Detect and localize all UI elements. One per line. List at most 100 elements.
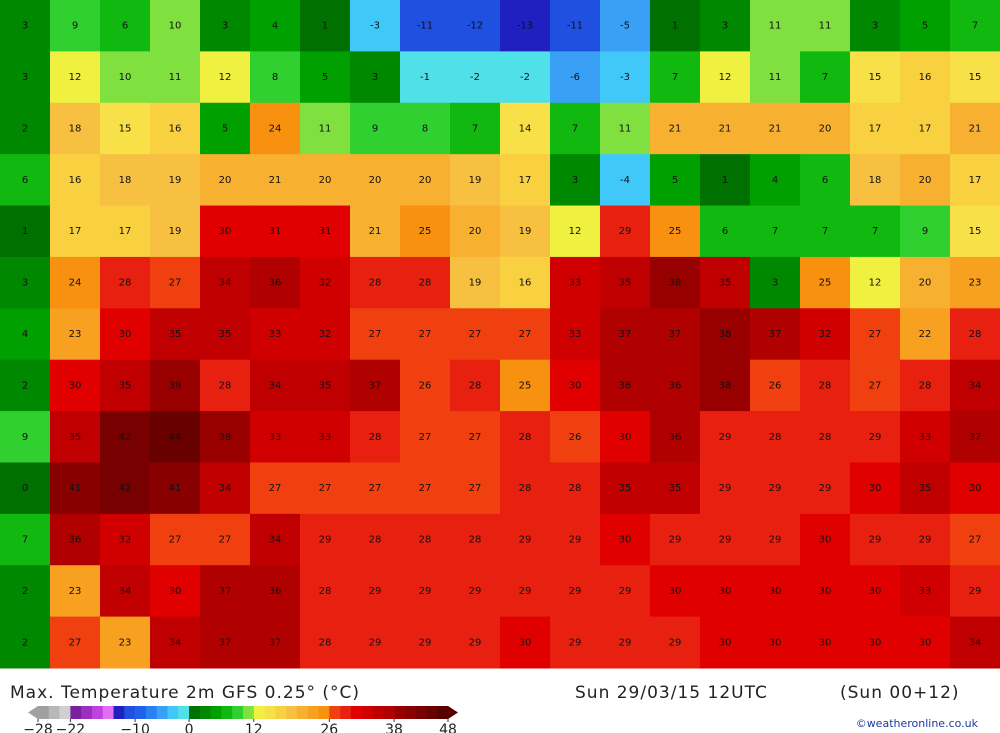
temperature-cell — [550, 51, 601, 104]
temperature-cell — [400, 565, 451, 618]
colorbar-swatch — [70, 706, 82, 719]
temperature-value: 11 — [819, 21, 832, 32]
temperature-cell — [550, 102, 601, 155]
temperature-value: 35 — [719, 278, 732, 289]
temperature-value: 28 — [369, 432, 382, 443]
temperature-value: 21 — [669, 123, 682, 134]
colorbar-swatch — [59, 706, 71, 719]
temperature-cell — [650, 205, 701, 258]
temperature-value: 2 — [22, 123, 28, 134]
temperature-cell — [800, 102, 851, 155]
temperature-value: 29 — [319, 535, 332, 546]
temperature-cell — [250, 308, 301, 361]
temperature-cell — [850, 411, 901, 463]
temperature-value: 18 — [869, 175, 882, 186]
colorbar-swatch — [404, 706, 416, 719]
colorbar-tick-label: 0 — [185, 722, 194, 733]
temperature-cell — [600, 411, 651, 463]
temperature-value: 27 — [69, 637, 82, 648]
temperature-value: 7 — [822, 226, 828, 237]
temperature-value: 6 — [822, 175, 828, 186]
temperature-cell — [850, 51, 901, 104]
temperature-value: 36 — [669, 380, 682, 391]
temperature-value: 3 — [722, 21, 728, 32]
temperature-cell — [900, 616, 951, 669]
colorbar-tick-label: 12 — [245, 722, 263, 733]
temperature-cell — [100, 411, 151, 463]
temperature-cell — [50, 513, 101, 566]
temperature-cell — [750, 359, 801, 412]
colorbar-swatch — [48, 706, 60, 719]
temperature-value: 34 — [969, 637, 982, 648]
temperature-cell — [650, 0, 701, 52]
temperature-cell — [550, 308, 601, 361]
temperature-cell — [100, 616, 151, 669]
temperature-cell — [550, 359, 601, 412]
temperature-cell — [750, 565, 801, 618]
temperature-value: 7 — [822, 72, 828, 83]
temperature-cell — [50, 154, 101, 207]
temperature-cell — [400, 616, 451, 669]
temperature-cell — [500, 565, 551, 618]
temperature-value: -1 — [420, 72, 430, 83]
temperature-value: 2 — [22, 380, 28, 391]
temperature-cell — [650, 565, 701, 618]
temperature-cell — [450, 205, 501, 258]
temperature-value: -11 — [417, 21, 433, 32]
temperature-cell — [950, 616, 1000, 669]
temperature-cell — [300, 154, 351, 207]
colorbar-swatch — [145, 706, 157, 719]
temperature-value: 1 — [22, 226, 28, 237]
temperature-value: 28 — [469, 380, 482, 391]
temperature-cell — [100, 359, 151, 412]
temperature-cell — [850, 205, 901, 258]
temperature-cell — [50, 308, 101, 361]
temperature-value: 23 — [69, 586, 82, 597]
temperature-value: 42 — [119, 483, 132, 494]
colorbar-swatch — [221, 706, 233, 719]
temperature-cell — [200, 513, 251, 566]
temperature-value: 30 — [669, 586, 682, 597]
temperature-value: 3 — [222, 21, 228, 32]
temperature-cell — [550, 513, 601, 566]
temperature-cell — [950, 102, 1000, 155]
temperature-value: 36 — [669, 432, 682, 443]
temperature-value: 28 — [319, 637, 332, 648]
temperature-cell — [500, 411, 551, 463]
temperature-cell — [750, 462, 801, 515]
temperature-value: 17 — [519, 175, 532, 186]
temperature-value: 6 — [22, 175, 28, 186]
temperature-cell — [350, 308, 401, 361]
temperature-cell — [200, 154, 251, 207]
temperature-cell — [50, 616, 101, 669]
temperature-value: 23 — [69, 329, 82, 340]
temperature-cell — [0, 154, 51, 207]
temperature-cell — [50, 0, 101, 52]
temperature-cell — [200, 205, 251, 258]
temperature-cell — [900, 513, 951, 566]
temperature-value: 30 — [869, 637, 882, 648]
temperature-cell — [250, 51, 301, 104]
temperature-cell — [600, 0, 651, 52]
temperature-cell — [850, 616, 901, 669]
colorbar-swatch — [102, 706, 114, 719]
temperature-value: 16 — [69, 175, 82, 186]
temperature-cell — [500, 359, 551, 412]
temperature-value: 33 — [269, 432, 282, 443]
temperature-value: 22 — [919, 329, 932, 340]
temperature-cell — [350, 616, 401, 669]
colorbar-swatch — [167, 706, 179, 719]
colorbar-tick-label: 26 — [320, 722, 338, 733]
temperature-cell — [350, 565, 401, 618]
temperature-value: 29 — [569, 535, 582, 546]
temperature-value: 11 — [169, 72, 182, 83]
credit[interactable]: ©weatheronline.co.uk — [856, 717, 979, 730]
temperature-cell — [650, 462, 701, 515]
temperature-value: -12 — [467, 21, 483, 32]
temperature-value: 30 — [619, 432, 632, 443]
temperature-value: 18 — [69, 123, 82, 134]
temperature-value: 12 — [719, 72, 732, 83]
temperature-cell — [800, 0, 851, 52]
temperature-value: 36 — [69, 535, 82, 546]
